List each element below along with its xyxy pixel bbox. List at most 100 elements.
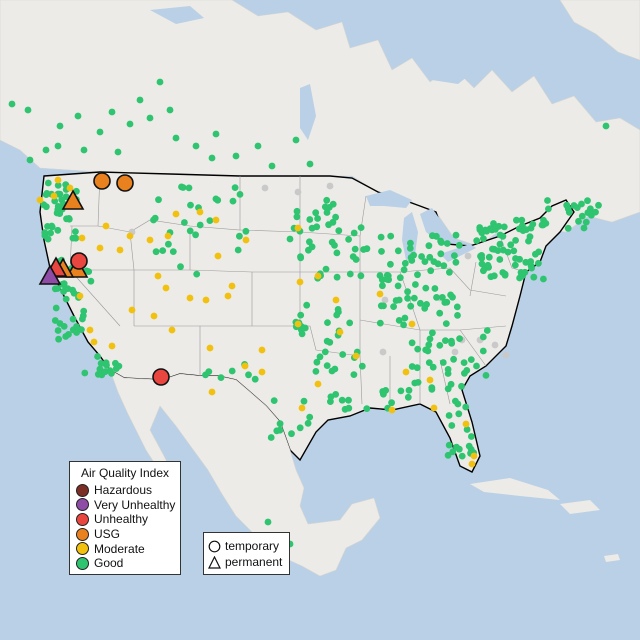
- good-monitor: [454, 312, 461, 319]
- good-monitor: [443, 240, 451, 247]
- good-monitor: [74, 112, 82, 120]
- good-swatch: [76, 556, 89, 570]
- hispaniola: [560, 500, 600, 514]
- good-monitor: [346, 270, 354, 278]
- good-monitor: [155, 196, 162, 204]
- good-monitor: [81, 369, 89, 377]
- legend-item-permanent: permanent: [208, 554, 289, 570]
- good-monitor: [452, 258, 460, 266]
- good-monitor: [489, 245, 496, 253]
- good-monitor: [293, 207, 301, 215]
- aqi-legend: Air Quality Index Hazardous Very Unhealt…: [69, 461, 181, 575]
- good-monitor: [458, 452, 466, 460]
- good-monitor: [54, 226, 62, 234]
- good-monitor: [437, 239, 445, 246]
- good-monitor: [321, 348, 329, 356]
- good-monitor: [387, 260, 394, 268]
- good-monitor: [527, 258, 535, 265]
- good-monitor: [270, 397, 278, 404]
- moderate-monitor: [54, 176, 62, 184]
- good-monitor: [384, 276, 391, 283]
- good-monitor: [510, 247, 518, 255]
- good-monitor: [407, 302, 415, 310]
- good-monitor: [395, 317, 403, 324]
- good-monitor: [378, 248, 385, 255]
- good-monitor: [80, 146, 88, 154]
- good-monitor: [396, 274, 404, 282]
- good-monitor: [8, 100, 16, 108]
- good-monitor: [426, 253, 434, 261]
- good-monitor: [328, 367, 336, 375]
- good-monitor: [334, 306, 342, 313]
- good-monitor: [478, 260, 486, 268]
- moderate-monitor: [468, 460, 476, 468]
- good-monitor: [479, 347, 487, 355]
- good-monitor: [308, 243, 316, 251]
- moderate-monitor: [164, 232, 172, 240]
- good-monitor: [397, 387, 405, 395]
- good-monitor: [292, 136, 300, 144]
- good-monitor: [444, 451, 452, 459]
- good-monitor: [196, 221, 204, 229]
- good-monitor: [406, 245, 414, 252]
- good-monitor: [455, 241, 463, 249]
- usg-temporary-monitor: [116, 174, 134, 192]
- moderate-monitor: [186, 294, 194, 302]
- good-monitor: [51, 317, 59, 324]
- moderate-monitor: [206, 344, 214, 352]
- good-monitor: [231, 184, 239, 192]
- good-monitor: [54, 285, 61, 292]
- moderate-monitor: [172, 210, 180, 218]
- no-data-monitor: [381, 296, 389, 304]
- good-monitor: [449, 448, 457, 456]
- moderate-monitor: [388, 406, 396, 414]
- good-monitor: [395, 296, 403, 304]
- good-monitor: [483, 227, 491, 235]
- good-monitor: [214, 196, 222, 204]
- good-monitor: [73, 323, 80, 330]
- moderate-monitor: [212, 216, 220, 224]
- mexico-landmass: [109, 369, 381, 577]
- good-monitor: [345, 236, 352, 243]
- good-monitor: [507, 241, 515, 249]
- moderate-monitor: [150, 312, 158, 320]
- good-monitor: [229, 197, 237, 205]
- good-monitor: [496, 240, 504, 248]
- good-monitor: [462, 403, 470, 411]
- lake-michigan: [402, 212, 418, 262]
- good-monitor: [452, 231, 460, 239]
- moderate-monitor: [258, 368, 266, 376]
- good-monitor: [323, 337, 331, 345]
- very-unhealthy-permanent-monitor: [38, 264, 62, 285]
- good-monitor: [115, 362, 123, 370]
- good-monitor: [293, 213, 301, 221]
- good-monitor: [169, 248, 177, 256]
- good-monitor: [24, 106, 32, 114]
- moderate-monitor: [408, 320, 416, 328]
- good-monitor: [333, 249, 341, 257]
- good-monitor: [338, 396, 346, 404]
- good-monitor: [316, 353, 324, 361]
- good-monitor: [504, 248, 512, 256]
- moderate-monitor: [126, 232, 134, 240]
- good-monitor: [443, 298, 451, 306]
- good-monitor: [97, 360, 105, 367]
- good-monitor: [150, 216, 157, 224]
- good-monitor: [439, 294, 446, 301]
- good-monitor: [428, 385, 436, 393]
- good-monitor: [473, 237, 481, 245]
- monitor-type-legend: temporary permanent: [203, 532, 290, 575]
- moderate-monitor: [168, 326, 176, 334]
- good-monitor: [414, 379, 422, 386]
- good-monitor: [445, 412, 453, 419]
- good-monitor: [377, 233, 385, 241]
- moderate-monitor: [86, 326, 94, 334]
- good-monitor: [297, 253, 304, 261]
- good-monitor: [512, 255, 519, 262]
- good-monitor: [335, 227, 343, 235]
- good-monitor: [455, 445, 463, 453]
- good-monitor: [56, 122, 64, 130]
- good-monitor: [421, 258, 429, 265]
- no-data-monitor: [294, 188, 302, 196]
- good-monitor: [407, 239, 414, 247]
